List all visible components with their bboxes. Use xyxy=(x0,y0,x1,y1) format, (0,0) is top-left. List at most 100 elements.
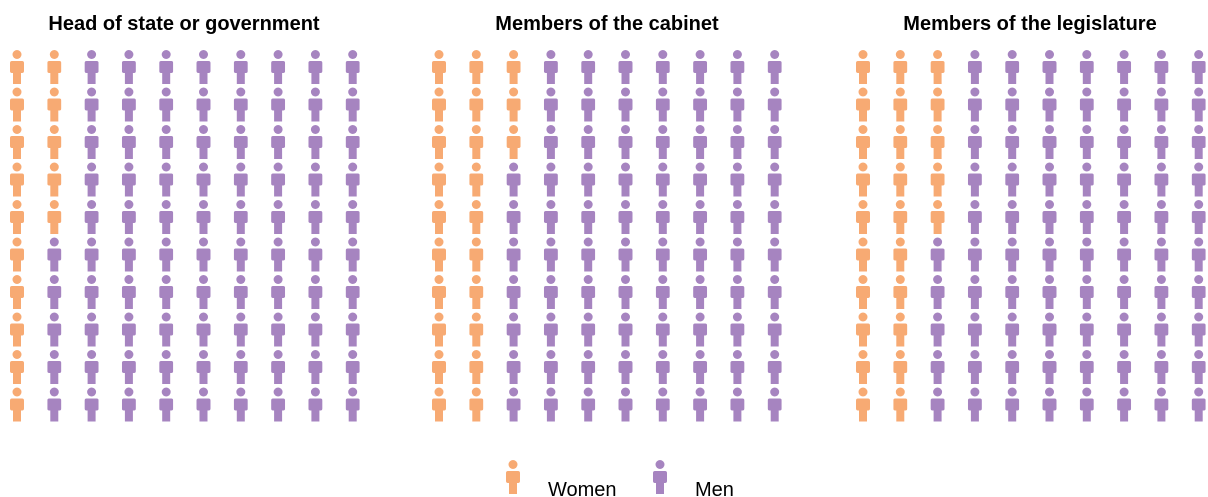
person-icon-men xyxy=(730,125,745,159)
person-icon-women xyxy=(432,200,446,234)
person-icon-men xyxy=(271,162,286,197)
person-icon-men xyxy=(271,237,286,272)
person-icon-women xyxy=(930,125,945,159)
person-icon-men xyxy=(233,237,248,272)
person-icon-men xyxy=(767,200,782,234)
person-icon-men xyxy=(543,387,558,422)
person-icon-women xyxy=(10,125,24,159)
person-icon-women xyxy=(893,200,908,234)
person-icon-women xyxy=(893,125,908,159)
person-icon-men xyxy=(345,200,360,234)
person-icon-men xyxy=(159,162,174,197)
person-icon-men xyxy=(233,312,248,347)
person-icon-men xyxy=(121,350,136,384)
person-icon-men xyxy=(655,50,670,84)
person-icon-men xyxy=(506,312,521,347)
person-icon-men xyxy=(693,312,708,347)
person-icon-men xyxy=(159,87,174,122)
person-icon-men xyxy=(730,350,745,384)
person-icon-men xyxy=(618,350,633,384)
person-icon-men xyxy=(967,87,982,122)
person-icon-women xyxy=(469,125,484,159)
person-icon-men xyxy=(1117,87,1132,122)
person-icon-women xyxy=(893,162,908,197)
person-icon-men xyxy=(581,87,596,122)
person-icon-men xyxy=(930,387,945,422)
person-icon-men xyxy=(1117,50,1132,84)
person-icon-men xyxy=(693,275,708,309)
legend: Women Men xyxy=(506,460,734,497)
person-icon-men xyxy=(159,125,174,159)
person-icon-men xyxy=(159,200,174,234)
person-icon-women xyxy=(506,50,521,84)
person-icon-men xyxy=(271,125,286,159)
person-icon-men xyxy=(543,312,558,347)
person-icon-women xyxy=(893,387,908,422)
person-icon-men xyxy=(1005,50,1020,84)
person-icon-men xyxy=(543,87,558,122)
person-icon-men xyxy=(1117,312,1132,347)
person-icon-men xyxy=(196,350,211,384)
person-icon-men xyxy=(1005,312,1020,347)
person-icon-men xyxy=(618,275,633,309)
person-icon-men xyxy=(47,275,62,309)
person-icon-women xyxy=(432,387,446,422)
person-icon-men xyxy=(655,162,670,197)
person-icon-men xyxy=(1154,312,1169,347)
person-icon-men xyxy=(345,125,360,159)
person-icon-men xyxy=(693,237,708,272)
person-icon-men xyxy=(693,162,708,197)
person-icon-men xyxy=(233,162,248,197)
person-icon-men xyxy=(345,237,360,272)
panel-title: Members of the cabinet xyxy=(495,13,719,35)
person-icon-men xyxy=(345,387,360,422)
person-icon-men xyxy=(506,350,521,384)
person-icon-men xyxy=(1005,275,1020,309)
person-icon-women xyxy=(10,162,24,197)
person-icon-men xyxy=(506,275,521,309)
person-icon-women xyxy=(432,350,446,384)
person-icon-women xyxy=(930,87,945,122)
person-icon-women xyxy=(856,200,870,234)
person-icon-men xyxy=(506,387,521,422)
person-icon-men xyxy=(1005,237,1020,272)
person-icon-women xyxy=(930,50,945,84)
person-icon-women xyxy=(856,275,870,309)
person-icon-women xyxy=(432,125,446,159)
person-icon-men xyxy=(581,50,596,84)
person-icon-women xyxy=(856,387,870,422)
person-icon-men xyxy=(196,162,211,197)
person-icon-men xyxy=(1154,200,1169,234)
person-icon-men xyxy=(84,237,99,272)
person-icon-men xyxy=(967,312,982,347)
person-icon-men xyxy=(543,162,558,197)
person-icon-men xyxy=(767,87,782,122)
person-icon-men xyxy=(1191,312,1206,347)
person-icon-men xyxy=(345,50,360,84)
person-icon-men xyxy=(1042,162,1057,197)
person-icon-men xyxy=(233,125,248,159)
person-icon-women xyxy=(856,125,870,159)
person-icon-women xyxy=(856,162,870,197)
person-icon-men xyxy=(693,50,708,84)
person-icon-men xyxy=(730,387,745,422)
person-icon-men xyxy=(1079,87,1094,122)
person-icon-men xyxy=(121,275,136,309)
person-icon-men xyxy=(1005,200,1020,234)
person-icon-men xyxy=(1117,387,1132,422)
person-icon-men xyxy=(271,200,286,234)
person-icon-women xyxy=(432,50,446,84)
person-icon-men xyxy=(121,387,136,422)
person-icon-men xyxy=(930,237,945,272)
person-icon-men xyxy=(121,312,136,347)
person-icon-men xyxy=(233,50,248,84)
person-icon-men xyxy=(1191,275,1206,309)
person-icon-men xyxy=(1005,87,1020,122)
person-icon-men xyxy=(506,200,521,234)
person-icon-men xyxy=(84,87,99,122)
person-icon-men xyxy=(967,350,982,384)
person-icon-men xyxy=(1079,350,1094,384)
person-icon-men xyxy=(730,237,745,272)
person-icon-men xyxy=(271,275,286,309)
